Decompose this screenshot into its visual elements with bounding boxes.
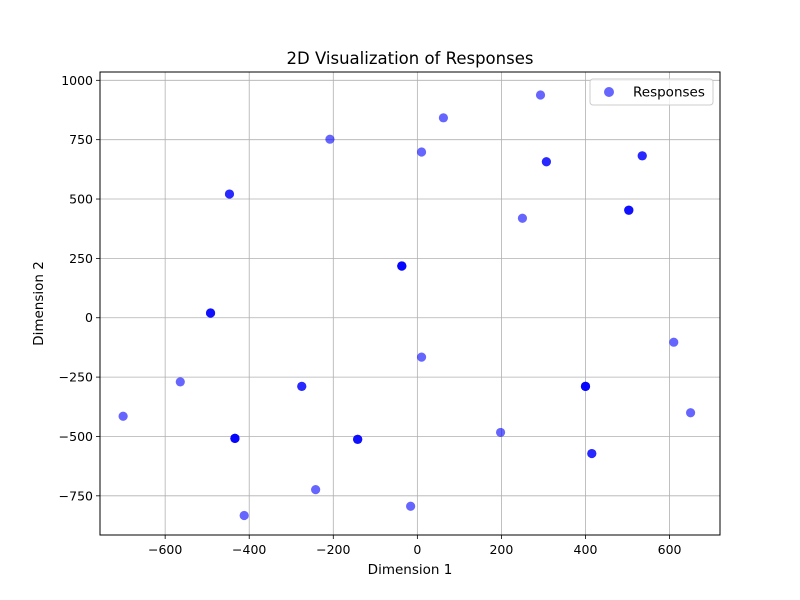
x-tick-label: −600 (148, 542, 182, 557)
x-tick-label: 600 (658, 542, 682, 557)
data-point (517, 213, 528, 223)
x-tick-label: −400 (232, 542, 266, 557)
data-point (205, 308, 216, 318)
legend-marker (604, 87, 614, 97)
data-point (541, 157, 552, 167)
y-tick-label: 750 (69, 132, 93, 147)
data-point (224, 189, 235, 199)
grid (100, 72, 720, 535)
x-axis-label: Dimension 1 (368, 562, 453, 578)
data-point (685, 408, 696, 418)
y-tick-label: 500 (69, 192, 93, 207)
x-tick-label: 200 (489, 542, 513, 557)
legend-label: Responses (633, 85, 705, 101)
data-point (311, 485, 321, 495)
data-point (397, 261, 407, 271)
y-tick-label: −250 (59, 370, 93, 385)
legend: Responses (589, 78, 714, 106)
data-point (535, 90, 546, 100)
data-point (438, 113, 449, 123)
x-tick-label: 0 (413, 542, 421, 557)
data-point (118, 411, 128, 421)
y-tick-label: 0 (85, 310, 93, 325)
chart-title: 2D Visualization of Responses (287, 49, 534, 68)
data-point (325, 134, 335, 144)
y-tick-label: −750 (59, 488, 93, 503)
data-point (353, 434, 363, 444)
data-point (495, 427, 506, 438)
data-point (239, 510, 249, 521)
data-point (669, 337, 679, 347)
data-point (406, 501, 416, 511)
data-point (297, 381, 307, 391)
data-point (230, 433, 240, 443)
data-point (416, 147, 427, 157)
x-tick-label: −200 (316, 542, 350, 557)
y-tick-label: 1000 (61, 73, 93, 88)
data-point (637, 151, 647, 161)
y-axis-label: Dimension 2 (31, 261, 47, 346)
data-point (587, 448, 597, 459)
data-point (624, 205, 634, 215)
legend-box (589, 78, 714, 106)
y-tick-label: 250 (69, 251, 93, 266)
data-point (580, 381, 591, 391)
plot-frame (99, 71, 721, 536)
axis-ticks: −600 −400 −200 0 200 400 600 −750 −500 −250 0 250 50… (59, 73, 682, 557)
x-tick-label: 400 (574, 542, 598, 557)
data-point (416, 352, 427, 362)
data-point (175, 377, 185, 387)
y-tick-label: −500 (59, 429, 93, 444)
data-points (118, 90, 696, 521)
